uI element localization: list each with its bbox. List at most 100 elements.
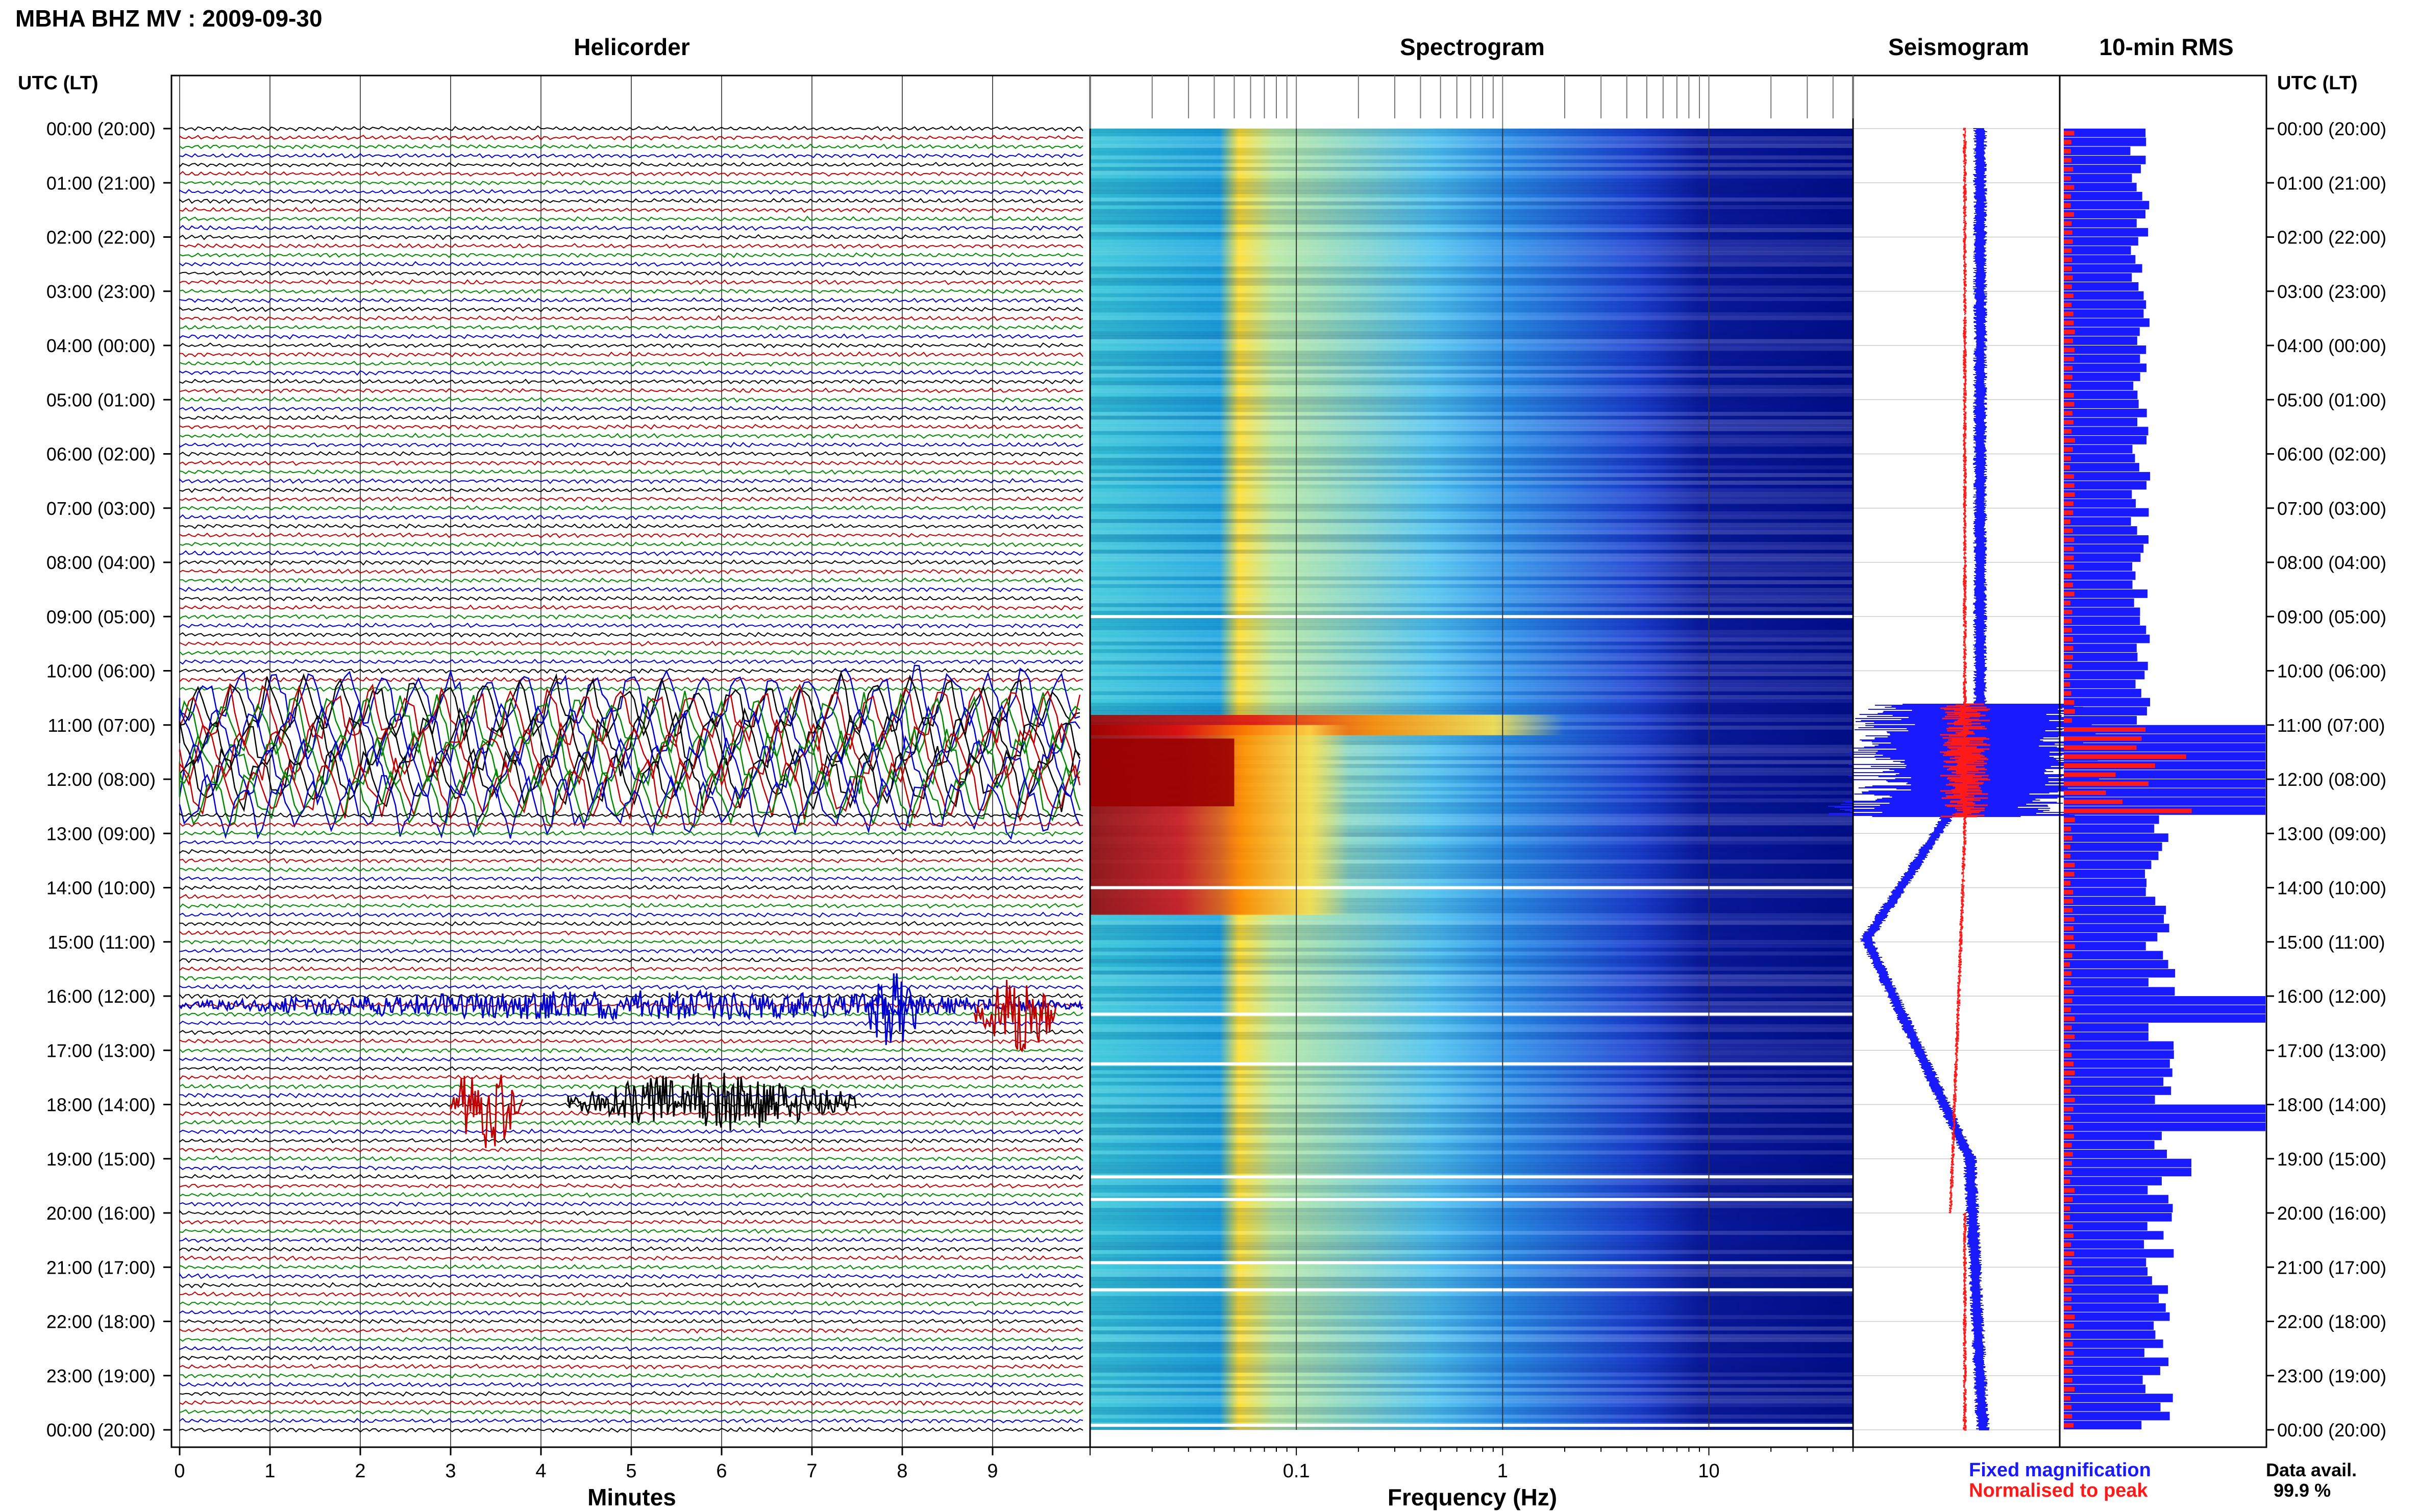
spectrogram-band — [1090, 259, 1853, 263]
spectrogram-band — [1090, 710, 1853, 714]
rms-bar-fixed — [2064, 408, 2147, 417]
rms-bar-normalised — [2064, 185, 2075, 190]
time-tick-label-right: 13:00 (09:00) — [2277, 823, 2386, 844]
spectrogram-gap — [1090, 1012, 1853, 1016]
rms-frame — [2059, 75, 2267, 1448]
helicorder-trace — [179, 1426, 1083, 1433]
rms-bar-normalised — [2064, 655, 2074, 660]
spectrogram-band — [1090, 316, 1853, 320]
spectrogram-band — [1090, 703, 1853, 707]
spectrogram-band — [1090, 1081, 1853, 1086]
spectrogram-band — [1090, 255, 1853, 259]
time-tick-label-right: 20:00 (16:00) — [2277, 1203, 2386, 1224]
spectrogram-band — [1090, 596, 1853, 600]
rms-bar-normalised — [2064, 1079, 2071, 1084]
rms-bar-fixed — [2064, 1059, 2170, 1068]
rms-bar-normalised — [2064, 1269, 2075, 1274]
helicorder-trace — [179, 812, 1083, 819]
rms-bar-fixed — [2064, 454, 2135, 463]
minute-tick-label: 5 — [626, 1460, 636, 1482]
rms-bar-fixed — [2064, 1348, 2144, 1357]
spectrogram-band — [1090, 806, 1853, 810]
helicorder-trace — [179, 541, 1083, 548]
helicorder-trace — [179, 505, 1083, 511]
helicorder-trace — [179, 153, 1083, 159]
spectrogram-band — [1090, 1426, 1853, 1430]
spectrogram-title: Spectrogram — [1400, 34, 1545, 60]
rms-bar-fixed — [2064, 960, 2168, 969]
spectrogram-band — [1090, 140, 1853, 144]
spectrogram-band — [1090, 427, 1853, 431]
rms-bar-normalised — [2064, 1414, 2072, 1419]
rms-bar-normalised — [2064, 953, 2072, 958]
rms-bar-normalised — [2064, 311, 2074, 316]
spectrogram-band — [1090, 465, 1853, 469]
spectrogram-band — [1090, 607, 1853, 611]
time-tick-label-left: 19:00 (15:00) — [46, 1149, 156, 1170]
time-tick-label-right: 05:00 (01:00) — [2277, 389, 2386, 410]
helicorder-trace — [179, 884, 1083, 890]
spectrogram-band — [1090, 1093, 1853, 1097]
rms-bar-fixed — [2064, 824, 2155, 833]
helicorder-trace — [179, 379, 1083, 385]
helicorder-trace — [179, 966, 1083, 973]
helicorder-trace — [179, 1101, 1083, 1108]
spectrogram-band — [1090, 530, 1853, 535]
helicorder-trace — [179, 1272, 1083, 1279]
rms-bar-normalised — [2064, 257, 2072, 262]
helicorder-trace — [179, 441, 1083, 449]
spectrogram-band — [1090, 534, 1853, 538]
spectrogram-band — [1090, 136, 1853, 140]
rms-bar-normalised — [2064, 763, 2155, 768]
spectrogram-band — [1090, 247, 1853, 252]
rms-bars — [2064, 129, 2265, 1429]
rms-bar-normalised — [2064, 1242, 2071, 1247]
spectrogram-band — [1090, 1124, 1853, 1128]
spectrogram-band — [1090, 882, 1853, 887]
spectrogram-band — [1090, 438, 1853, 443]
rms-bar-normalised — [2064, 1378, 2072, 1383]
spectrogram-band — [1090, 875, 1853, 879]
rms-bar-normalised — [2064, 1188, 2075, 1193]
rms-bar-fixed — [2064, 508, 2149, 517]
rms-bar-fixed — [2064, 255, 2136, 264]
helicorder-trace — [179, 1336, 1083, 1343]
rms-bar-fixed — [2064, 463, 2139, 472]
rms-bar-fixed — [2064, 210, 2145, 219]
spectrogram-peak-block — [1090, 738, 1235, 807]
helicorder-trace — [179, 1110, 1083, 1117]
rms-bar-fixed — [2064, 933, 2158, 941]
rms-bar-normalised — [2064, 1016, 2075, 1021]
rms-bar-fixed — [2064, 1312, 2170, 1321]
spectrogram-band — [1090, 461, 1853, 466]
spectrogram-band — [1090, 687, 1853, 691]
rms-bar-normalised — [2064, 302, 2072, 307]
spectrogram-band — [1090, 959, 1853, 963]
helicorder-trace — [179, 243, 1083, 250]
helicorder-trace — [179, 659, 1083, 665]
time-tick-label-right: 23:00 (19:00) — [2277, 1366, 2386, 1386]
spectrogram-band — [1090, 1017, 1853, 1021]
spectrogram-band — [1090, 1131, 1853, 1135]
rms-bar-normalised — [2064, 284, 2072, 289]
rms-bar-fixed — [2064, 842, 2162, 851]
spectrogram-band — [1090, 278, 1853, 282]
spectrogram-band — [1090, 515, 1853, 519]
legend-fixed: Fixed magnification — [1969, 1459, 2151, 1481]
spectrogram-band — [1090, 1384, 1853, 1388]
minute-tick-label: 9 — [987, 1460, 998, 1482]
helicorder-trace — [179, 938, 1083, 945]
rms-bar-normalised — [2064, 438, 2075, 443]
rms-bar-fixed — [2064, 1222, 2148, 1231]
spectrogram-band — [1090, 175, 1853, 179]
helicorder-trace — [179, 765, 1081, 832]
helicorder-trace — [179, 613, 1083, 620]
helicorder-trace — [179, 595, 1083, 602]
spectrogram-gap — [1090, 1175, 1853, 1179]
spectrogram-band — [1090, 381, 1853, 385]
minutes-axis-label: Minutes — [587, 1484, 676, 1510]
spectrogram-band — [1090, 305, 1853, 309]
rms-bar-normalised — [2064, 1125, 2074, 1130]
rms-bar-normalised — [2064, 962, 2070, 967]
rms-bar-normalised — [2064, 1386, 2075, 1392]
